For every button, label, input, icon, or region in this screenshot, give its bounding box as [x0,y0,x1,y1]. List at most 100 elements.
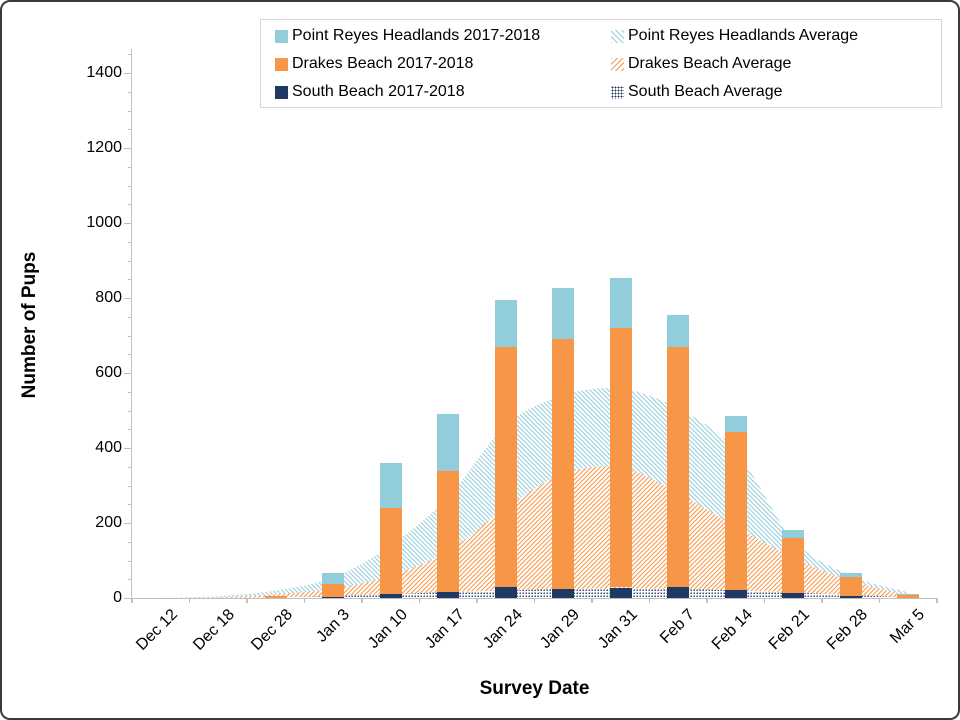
bar-segment [897,594,920,596]
y-minor-tick [127,335,131,337]
y-tick-label: 0 [113,589,122,606]
x-tick-label: Jan 24 [479,606,526,652]
x-tick-label: Feb 7 [657,606,699,647]
y-minor-tick [127,560,131,562]
bar-segment [609,278,632,329]
legend-swatch-solid [275,85,288,99]
y-major-tick [124,148,131,150]
bar-segment [782,530,805,539]
y-minor-tick [127,279,131,281]
y-tick-label: 1000 [86,214,122,231]
x-tick [533,598,536,603]
y-major-tick [124,448,131,450]
bar-segment [667,315,690,348]
legend-swatch-dots [611,85,624,99]
bar-segment [609,328,632,588]
y-major-tick [124,223,131,225]
x-tick [706,598,708,603]
y-tick-label: 1200 [86,139,122,156]
bar-segment [839,577,862,597]
bar-segment [724,589,747,599]
y-axis-title: Number of Pups [19,251,40,399]
y-major-tick [124,373,131,375]
x-tick [188,598,191,603]
x-tick-label: Feb 28 [823,606,871,654]
y-tick-label: 200 [95,514,122,531]
x-tick [476,598,478,603]
bar-segment [839,596,862,598]
y-major-tick [124,298,131,300]
x-tick-label: Feb 14 [708,606,756,654]
legend-swatch-solid [275,57,288,71]
y-minor-tick [127,504,131,506]
bar-segment [724,415,747,432]
y-tick-label: 600 [95,364,122,381]
bar-segment [782,538,805,594]
legend-item-1: Point Reyes Headlands Average [611,27,941,45]
x-tick-label: Dec 12 [132,606,181,654]
bar-segment [724,431,747,590]
legend-swatch-hatch-down [611,29,624,43]
x-tick [246,598,248,603]
y-minor-tick [127,260,131,262]
bar-segment [667,347,690,587]
bar-segment [552,338,575,589]
legend-label: Point Reyes Headlands Average [628,27,859,44]
x-tick-label: Feb 21 [766,606,814,654]
bar-segment [379,463,402,508]
bar-segment [437,592,460,598]
legend-swatch-hatch-up [611,57,624,71]
bar-segment [667,586,690,599]
bar-segment [379,508,402,594]
x-tick-label: Jan 31 [594,606,641,652]
y-minor-tick [127,185,131,187]
y-minor-tick [127,485,131,487]
y-minor-tick [127,110,131,112]
x-tick [763,598,766,603]
y-minor-tick [127,54,131,56]
y-tick-label: 400 [95,439,122,456]
y-minor-tick [127,391,131,393]
bar-segment [609,587,632,598]
y-major-tick [124,523,131,525]
bar-segment [494,299,517,347]
legend-label: South Beach Average [628,83,783,100]
x-tick [361,598,363,603]
bar-segment [494,346,517,587]
x-tick [591,598,593,603]
bar-segment [322,572,345,584]
bar-segment [437,413,460,472]
x-tick-label: Jan 10 [364,606,411,652]
legend-item-5: South Beach Average [611,83,941,101]
y-minor-tick [127,579,131,581]
x-tick [821,598,823,603]
legend-label: Drakes Beach 2017-2018 [292,55,474,72]
bar-segment [322,583,345,598]
legend-label: South Beach 2017-2018 [292,83,465,100]
y-minor-tick [127,204,131,206]
area-dots [160,588,909,598]
y-minor-tick [127,91,131,93]
x-tick-label: Mar 5 [887,606,929,647]
legend-swatch-solid [275,29,288,43]
area-hatch-up [160,466,909,598]
y-minor-tick [127,166,131,168]
legend-label: Drakes Beach Average [628,55,792,72]
y-major-tick [124,73,131,75]
x-tick [648,598,651,603]
average-area-series [160,388,909,598]
legend: Point Reyes Headlands 2017-2018 Point Rey… [260,19,942,108]
legend-item-2: Drakes Beach 2017-2018 [275,55,611,73]
x-tick-label: Dec 28 [247,606,296,654]
bar-segment [897,595,920,598]
y-minor-tick [127,241,131,243]
bar-segment [552,588,575,598]
x-tick-label: Jan 3 [313,606,354,646]
x-tick [303,598,306,603]
y-minor-tick [127,429,131,431]
y-minor-tick [127,541,131,543]
legend-item-3: Drakes Beach Average [611,55,941,73]
y-minor-tick [127,129,131,131]
x-tick-label: Jan 17 [422,606,469,652]
